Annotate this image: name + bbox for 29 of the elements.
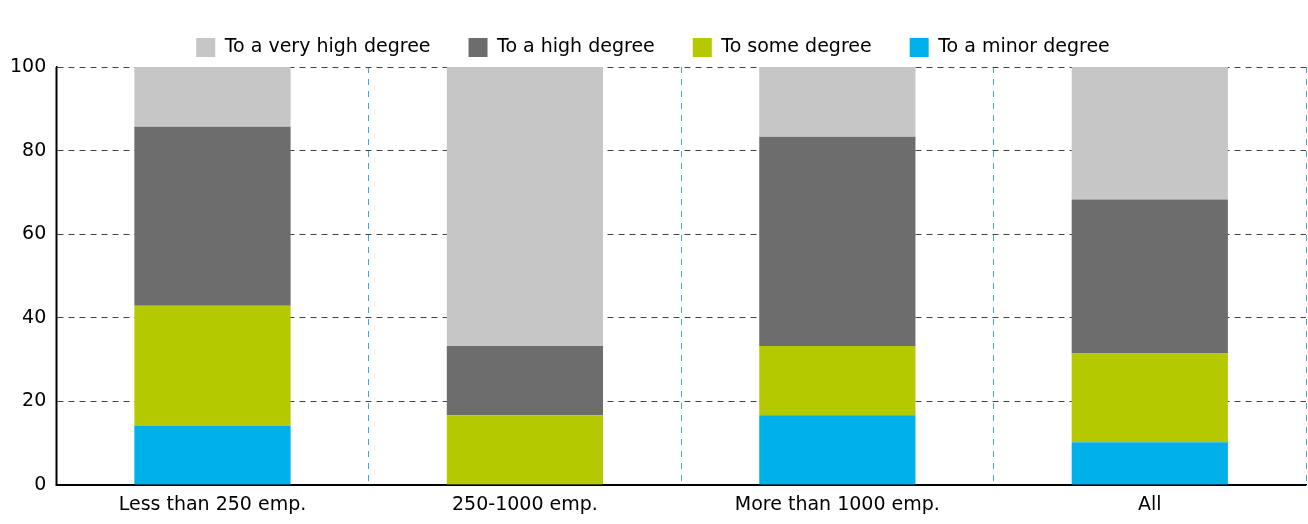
legend-label: To a high degree — [496, 34, 655, 57]
bar — [134, 425, 291, 485]
x-tick-label: Less than 250 emp. — [118, 491, 307, 514]
y-tick-label: 40 — [22, 304, 47, 327]
y-tick-label: 60 — [22, 221, 47, 244]
bar — [759, 67, 916, 137]
y-tick-label: 0 — [34, 472, 47, 495]
bar — [446, 415, 604, 485]
y-tick-label: 80 — [22, 137, 47, 160]
bar — [759, 415, 916, 485]
bar — [1071, 442, 1228, 485]
x-tick-label: More than 1000 emp. — [734, 491, 940, 514]
bar — [1071, 67, 1228, 200]
x-tick-label: All — [1138, 491, 1162, 514]
bar — [759, 345, 916, 416]
bar — [446, 67, 604, 346]
y-tick-label: 20 — [22, 388, 47, 411]
bar — [1071, 353, 1228, 443]
legend-label: To some degree — [720, 34, 872, 57]
bar — [1071, 199, 1228, 354]
bar — [134, 126, 291, 306]
bar — [446, 345, 604, 416]
x-tick-label: 250-1000 emp. — [452, 491, 598, 514]
bar — [134, 305, 291, 426]
bar — [134, 67, 291, 127]
bar — [759, 136, 916, 346]
y-tick-label: 100 — [10, 53, 47, 76]
legend-label: To a very high degree — [223, 34, 431, 57]
legend-label: To a minor degree — [937, 34, 1110, 57]
